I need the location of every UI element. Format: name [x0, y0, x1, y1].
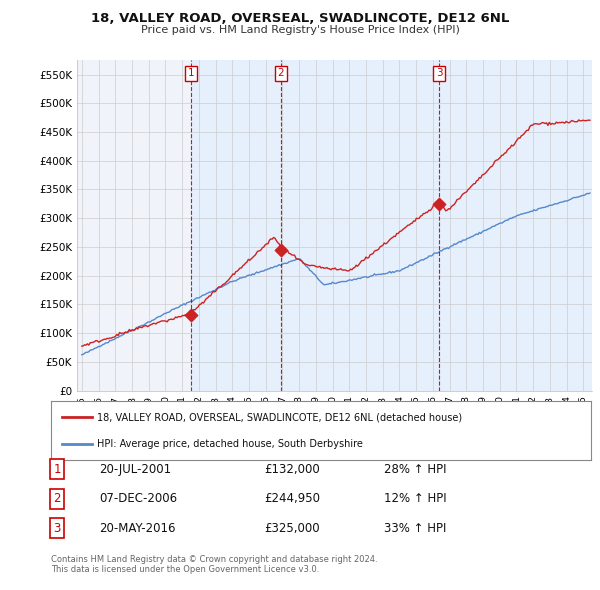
- Text: 07-DEC-2006: 07-DEC-2006: [99, 492, 177, 505]
- Bar: [439, 60, 592, 391]
- Point: [434, 199, 444, 208]
- Text: Contains HM Land Registry data © Crown copyright and database right 2024.
This d: Contains HM Land Registry data © Crown c…: [51, 555, 377, 574]
- Text: £244,950: £244,950: [264, 492, 320, 505]
- Text: 3: 3: [436, 68, 442, 78]
- Text: 18, VALLEY ROAD, OVERSEAL, SWADLINCOTE, DE12 6NL: 18, VALLEY ROAD, OVERSEAL, SWADLINCOTE, …: [91, 12, 509, 25]
- Text: £132,000: £132,000: [264, 463, 320, 476]
- Text: Price paid vs. HM Land Registry's House Price Index (HPI): Price paid vs. HM Land Registry's House …: [140, 25, 460, 35]
- Text: 12% ↑ HPI: 12% ↑ HPI: [384, 492, 446, 505]
- Text: 2: 2: [278, 68, 284, 78]
- Text: 2: 2: [53, 492, 61, 505]
- Point: [276, 245, 286, 254]
- Text: 1: 1: [188, 68, 194, 78]
- Text: 33% ↑ HPI: 33% ↑ HPI: [384, 522, 446, 535]
- Text: 3: 3: [53, 522, 61, 535]
- Text: £325,000: £325,000: [264, 522, 320, 535]
- Text: 20-MAY-2016: 20-MAY-2016: [99, 522, 176, 535]
- Bar: [281, 60, 439, 391]
- Bar: [191, 60, 281, 391]
- Text: HPI: Average price, detached house, South Derbyshire: HPI: Average price, detached house, Sout…: [97, 440, 363, 449]
- Point: [187, 310, 196, 319]
- Text: 20-JUL-2001: 20-JUL-2001: [99, 463, 171, 476]
- Text: 18, VALLEY ROAD, OVERSEAL, SWADLINCOTE, DE12 6NL (detached house): 18, VALLEY ROAD, OVERSEAL, SWADLINCOTE, …: [97, 412, 462, 422]
- Text: 1: 1: [53, 463, 61, 476]
- Text: 28% ↑ HPI: 28% ↑ HPI: [384, 463, 446, 476]
